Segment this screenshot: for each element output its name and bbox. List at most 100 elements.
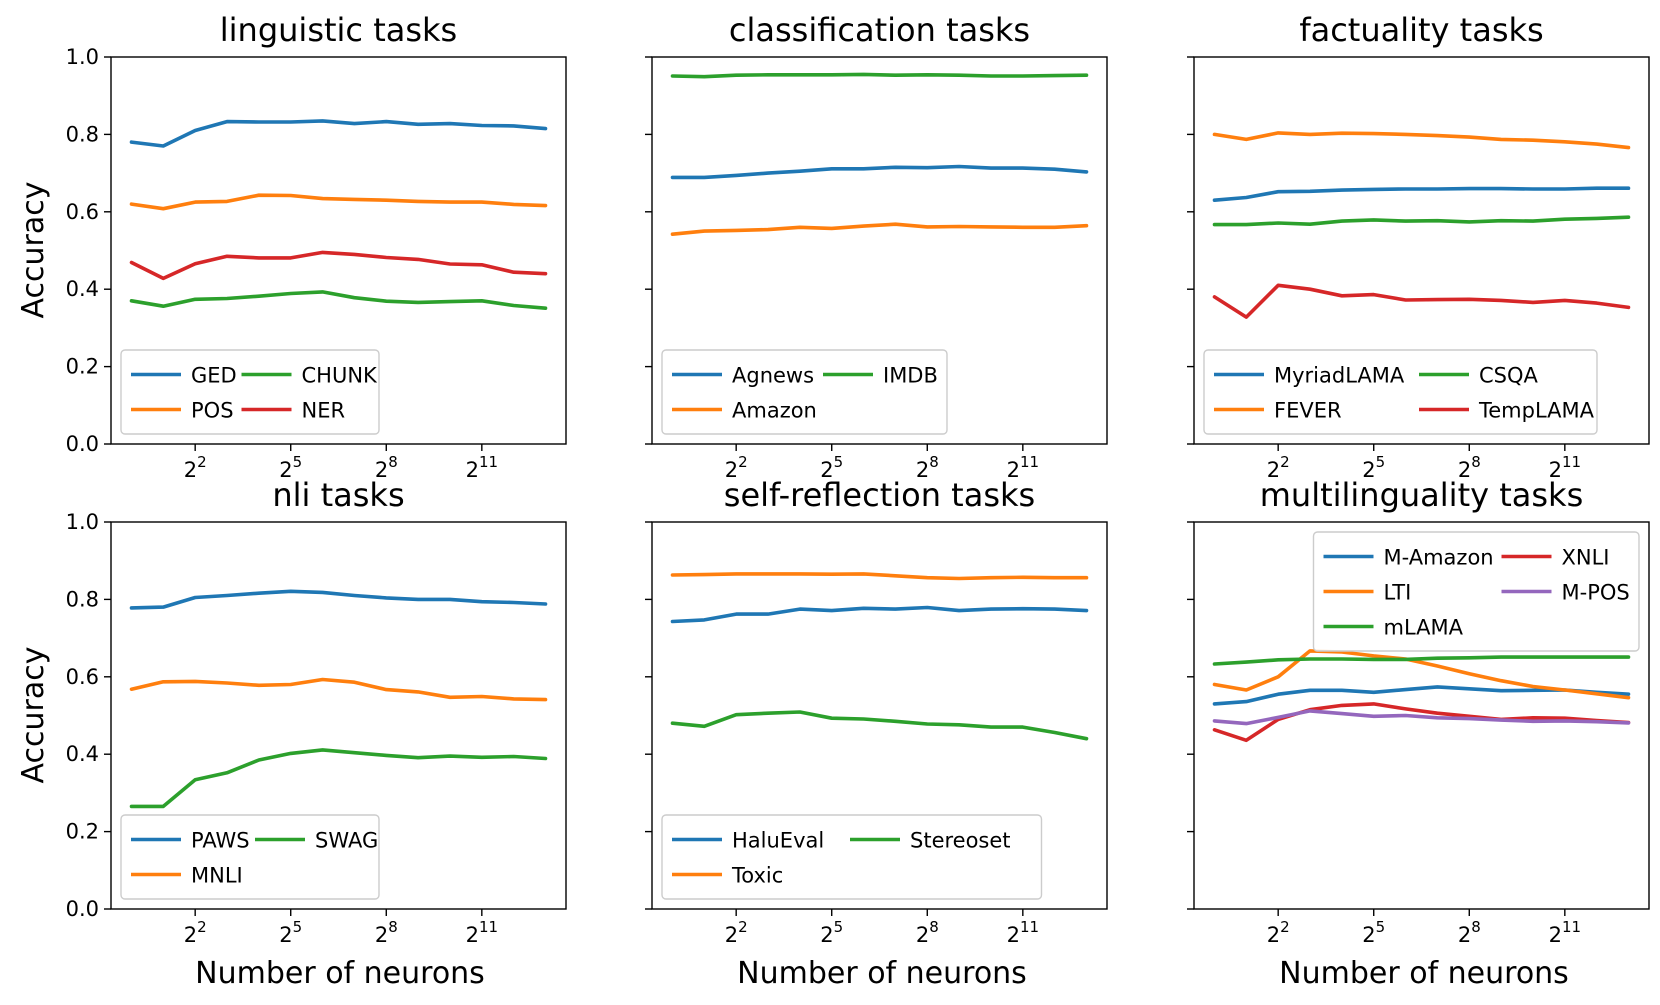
- x-tick-exponent: 5: [293, 453, 303, 471]
- x-tick-exponent: 5: [1376, 453, 1386, 471]
- legend-item-lti: LTI: [1323, 581, 1411, 605]
- series-line-paws: [129, 589, 548, 610]
- legend-item-toxic: Toxic: [672, 864, 783, 888]
- series-line-ged: [129, 119, 548, 148]
- legend-label: CHUNK: [302, 364, 379, 388]
- legend: MyriadLAMA CSQA FEVER TempLAMA: [1203, 349, 1598, 435]
- legend-label: TempLAMA: [1478, 399, 1595, 423]
- legend-label: Stereoset: [910, 829, 1011, 853]
- x-tick-exponent: 2: [197, 453, 207, 471]
- x-tick-exponent: 2: [1280, 918, 1290, 936]
- x-tick-exponent: 11: [1020, 453, 1039, 471]
- x-tick-exponent: 8: [388, 453, 398, 471]
- x-tick-base: 2: [1007, 458, 1020, 482]
- x-tick-base: 2: [184, 458, 197, 482]
- x-tick-label: 28: [1458, 918, 1481, 947]
- x-tick-base: 2: [184, 923, 197, 947]
- legend-item-xnli: XNLI: [1501, 546, 1610, 570]
- x-tick-exponent: 8: [929, 453, 939, 471]
- legend: Agnews IMDB Amazon: [661, 349, 948, 435]
- legend-label: M-POS: [1562, 581, 1630, 605]
- x-tick-exponent: 11: [1562, 918, 1581, 936]
- x-axis-label-left: Number of neurons: [195, 956, 485, 991]
- legend-item-ner: NER: [241, 399, 346, 423]
- x-tick-exponent: 11: [479, 453, 498, 471]
- axes-frame: [110, 521, 567, 910]
- legend-item-pos: POS: [131, 399, 234, 423]
- x-tick-label: 22: [1267, 918, 1290, 947]
- legend: PAWS SWAG MNLI: [120, 814, 380, 900]
- legend-label: Agnews: [732, 364, 814, 388]
- panel-title: self-reflection tasks: [724, 476, 1035, 514]
- legend-item-ged: GED: [131, 364, 237, 388]
- series-line-csqa: [1212, 215, 1631, 227]
- series-line-imdb: [670, 72, 1089, 79]
- legend-item-mnli: MNLI: [131, 864, 243, 888]
- x-tick-base: 2: [820, 458, 833, 482]
- series-line-chunk: [129, 290, 548, 311]
- legend: GED CHUNK POS NER: [120, 349, 380, 435]
- x-tick-base: 2: [279, 458, 292, 482]
- x-tick-exponent: 8: [929, 918, 939, 936]
- panel-title: factuality tasks: [1299, 11, 1543, 49]
- x-tick-base: 2: [375, 458, 388, 482]
- legend-item-fever: FEVER: [1214, 399, 1342, 423]
- y-tick-label: 0.0: [66, 897, 99, 921]
- y-axis-label-bottom: Accuracy: [16, 647, 51, 784]
- x-tick-base: 2: [466, 458, 479, 482]
- series-line-templama: [1212, 283, 1631, 319]
- x-axis-label-right: Number of neurons: [1279, 956, 1569, 991]
- x-tick-label: 28: [916, 453, 939, 482]
- x-tick-label: 211: [466, 453, 498, 482]
- x-tick-base: 2: [1362, 923, 1375, 947]
- legend-box: [661, 814, 1043, 900]
- x-tick-base: 2: [279, 923, 292, 947]
- x-tick-exponent: 11: [1020, 918, 1039, 936]
- panel-title: classification tasks: [729, 11, 1030, 49]
- legend-box: [1203, 349, 1598, 435]
- legend-box: [120, 814, 380, 900]
- x-tick-base: 2: [916, 923, 929, 947]
- legend-label: MyriadLAMA: [1274, 364, 1405, 388]
- legend-label: CSQA: [1479, 364, 1539, 388]
- y-tick-label: 0.8: [66, 122, 99, 146]
- legend-box: [661, 349, 948, 435]
- x-tick-exponent: 11: [479, 918, 498, 936]
- axes-frame: [1193, 56, 1650, 445]
- series-line-myriadlama: [1212, 186, 1631, 202]
- legend-box: [120, 349, 380, 435]
- legend-item-m-pos: M-POS: [1501, 581, 1630, 605]
- series-line-mlama: [1212, 655, 1631, 666]
- legend-label: M-Amazon: [1384, 546, 1494, 570]
- x-tick-exponent: 8: [1471, 453, 1481, 471]
- x-tick-label: 211: [1549, 453, 1581, 482]
- series-line-fever: [1212, 131, 1631, 150]
- y-axis-label-top: Accuracy: [16, 182, 51, 319]
- legend-item-chunk: CHUNK: [241, 364, 379, 388]
- legend-label: GED: [191, 364, 237, 388]
- axes-frame: [651, 56, 1108, 445]
- panel-title: nli tasks: [272, 476, 404, 514]
- legend-label: mLAMA: [1384, 616, 1464, 640]
- series-line-agnews: [670, 164, 1089, 180]
- legend-box: [1312, 531, 1640, 652]
- x-tick-base: 2: [375, 923, 388, 947]
- legend-label: HaluEval: [732, 829, 824, 853]
- x-tick-label: 211: [1007, 918, 1039, 947]
- legend-label: NER: [302, 399, 346, 423]
- series-line-mnli: [129, 677, 548, 702]
- x-tick-base: 2: [725, 923, 738, 947]
- x-tick-exponent: 2: [197, 918, 207, 936]
- x-tick-label: 25: [1362, 453, 1385, 482]
- x-tick-base: 2: [1007, 923, 1020, 947]
- y-tick-label: 0.6: [66, 200, 99, 224]
- x-axis-label-middle: Number of neurons: [737, 956, 1027, 991]
- legend-item-agnews: Agnews: [672, 364, 814, 388]
- panel-title: multilinguality tasks: [1260, 476, 1584, 514]
- legend-label: Amazon: [732, 399, 817, 423]
- legend-item-mlama: mLAMA: [1323, 616, 1464, 640]
- x-tick-exponent: 2: [738, 918, 748, 936]
